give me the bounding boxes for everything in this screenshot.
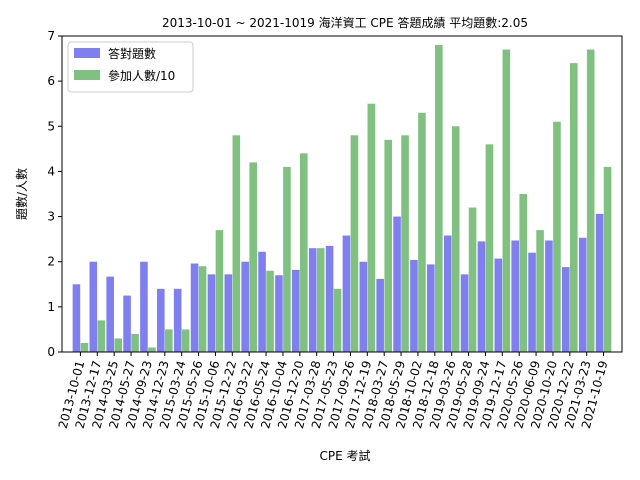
bar-series2-11 xyxy=(266,270,274,352)
bar-series2-20 xyxy=(418,112,426,353)
bar-series1-18 xyxy=(376,278,384,352)
bar-series2-6 xyxy=(181,329,190,352)
bar-series2-24 xyxy=(485,144,494,352)
bar-series2-12 xyxy=(283,166,291,352)
bar-series1-30 xyxy=(578,237,587,352)
bar-series2-8 xyxy=(215,230,224,352)
bar-series2-29 xyxy=(570,63,578,353)
chart-title: 2013-10-01 ~ 2021-1019 海洋資工 CPE 答題成績 平均題… xyxy=(162,15,528,30)
bar-series1-13 xyxy=(292,269,300,352)
bar-series2-17 xyxy=(367,103,376,353)
legend-label-1: 答對題數 xyxy=(108,46,156,61)
bar-series1-25 xyxy=(494,258,503,352)
bar-series2-18 xyxy=(384,139,392,352)
bar-series2-22 xyxy=(451,126,460,352)
bar-series2-16 xyxy=(350,135,359,352)
y-tick-label: 4 xyxy=(47,164,55,178)
bar-series1-23 xyxy=(460,274,469,352)
bar-series1-6 xyxy=(173,288,182,352)
bar-series2-5 xyxy=(165,329,173,352)
bar-series1-27 xyxy=(528,252,536,352)
bar-series1-4 xyxy=(140,261,148,352)
bar-series2-19 xyxy=(401,135,409,352)
bar-series2-2 xyxy=(114,338,122,352)
plot-frame xyxy=(61,35,623,353)
y-tick-label: 5 xyxy=(47,119,55,133)
bar-series2-28 xyxy=(553,121,561,353)
bar-series2-1 xyxy=(97,320,106,352)
y-tick-label: 3 xyxy=(47,210,55,224)
bar-series1-9 xyxy=(224,274,233,352)
bar-series2-9 xyxy=(232,135,241,352)
bar-series2-14 xyxy=(316,248,325,352)
axes-layer: 012345672013-10-012013-12-172014-03-2520… xyxy=(47,29,623,430)
y-axis-label: 題數/人數 xyxy=(15,168,29,220)
bar-series2-23 xyxy=(468,207,477,352)
bar-series1-31 xyxy=(595,213,604,352)
bar-series2-26 xyxy=(519,194,527,352)
legend-swatch-1 xyxy=(74,48,100,58)
bar-series1-29 xyxy=(562,267,570,352)
bar-series1-26 xyxy=(511,240,519,352)
bar-series1-19 xyxy=(393,216,401,352)
bar-series1-21 xyxy=(427,264,435,352)
bar-series1-24 xyxy=(477,241,486,352)
bar-series1-3 xyxy=(123,295,131,352)
bar-series2-27 xyxy=(536,230,544,352)
bar-series1-8 xyxy=(207,274,216,352)
bar-series2-30 xyxy=(586,49,595,352)
bar-series1-1 xyxy=(89,261,98,352)
legend-label-2: 參加人數/10 xyxy=(108,68,175,83)
bar-series1-16 xyxy=(342,235,351,352)
bar-series2-15 xyxy=(333,288,342,352)
bar-series1-17 xyxy=(359,261,368,352)
bar-series1-0 xyxy=(72,284,81,352)
y-tick-label: 7 xyxy=(47,29,55,43)
bar-series1-11 xyxy=(258,251,266,352)
bars-layer xyxy=(72,45,612,353)
bar-series2-7 xyxy=(198,266,207,352)
x-axis-label: CPE 考試 xyxy=(319,448,370,463)
bar-series1-5 xyxy=(157,288,165,352)
bar-series2-21 xyxy=(435,45,443,352)
y-tick-label: 1 xyxy=(47,300,55,314)
y-tick-label: 2 xyxy=(47,255,55,269)
bar-series1-2 xyxy=(106,276,114,352)
bar-series1-28 xyxy=(545,240,553,352)
bar-series1-7 xyxy=(190,263,199,352)
bar-series1-10 xyxy=(241,261,249,352)
bar-series2-13 xyxy=(300,153,308,352)
bar-series1-22 xyxy=(443,235,452,352)
bar-series2-25 xyxy=(502,49,511,352)
y-tick-label: 6 xyxy=(47,74,55,88)
bar-series2-0 xyxy=(80,342,89,352)
bar-series1-15 xyxy=(325,245,334,352)
bar-series2-3 xyxy=(131,333,139,352)
bar-series1-20 xyxy=(410,259,418,352)
bar-series2-10 xyxy=(249,162,257,352)
bar-series1-12 xyxy=(275,275,283,352)
y-tick-label: 0 xyxy=(47,345,55,359)
bar-series1-14 xyxy=(308,248,317,352)
legend-swatch-2 xyxy=(74,70,100,80)
bar-series2-31 xyxy=(603,166,612,352)
bar-series2-4 xyxy=(148,347,156,352)
